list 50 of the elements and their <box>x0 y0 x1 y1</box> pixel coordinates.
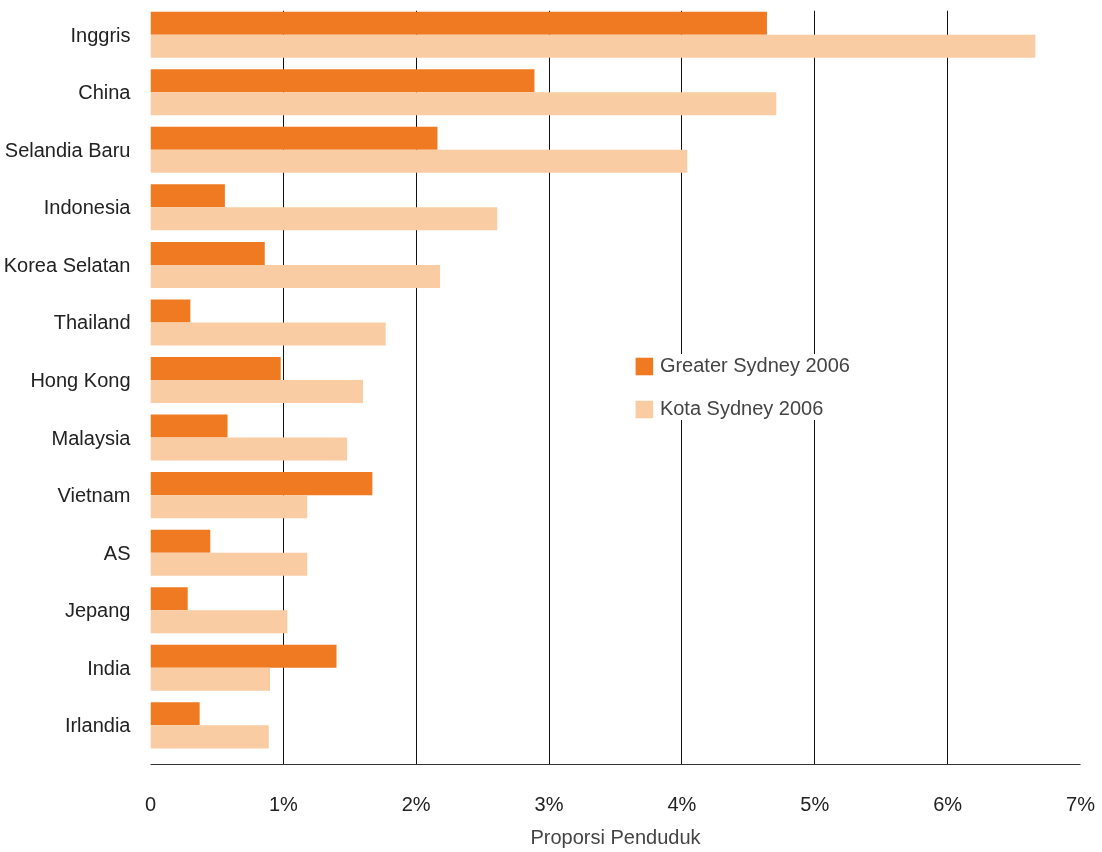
bar <box>150 356 281 381</box>
bar <box>150 69 535 93</box>
bar <box>150 149 688 173</box>
bar <box>150 34 1036 58</box>
bar <box>150 299 191 323</box>
x-tick-label: 3% <box>534 792 564 815</box>
y-tick-label: Vietnam <box>57 484 131 507</box>
bar <box>150 11 767 35</box>
x-tick-label: 5% <box>800 792 830 815</box>
x-tick-label: 4% <box>667 792 697 815</box>
bar <box>150 437 348 461</box>
legend-label: Kota Sydney 2006 <box>659 397 824 420</box>
y-tick-label: Hong Kong <box>30 369 131 392</box>
bar <box>150 380 364 404</box>
y-tick-label: India <box>87 656 132 679</box>
y-tick-label: AS <box>103 541 131 564</box>
x-tick-label: 6% <box>933 792 963 815</box>
bar <box>150 264 441 288</box>
bar <box>150 207 498 231</box>
bar <box>150 92 777 116</box>
y-tick-label: Selandia Baru <box>4 138 131 161</box>
bar <box>150 529 211 553</box>
bar <box>150 414 228 438</box>
bar <box>150 725 269 749</box>
bar <box>150 184 225 208</box>
y-tick-label: Jepang <box>64 599 131 622</box>
y-tick-label: Korea Selatan <box>3 253 131 276</box>
y-tick-label: China <box>78 81 132 104</box>
x-tick-label: 2% <box>401 792 431 815</box>
bar <box>150 610 288 634</box>
x-axis-title: Proporsi Penduduk <box>530 825 702 848</box>
y-tick-label: Irlandia <box>64 714 132 737</box>
y-tick-label: Indonesia <box>43 196 132 219</box>
legend-label: Greater Sydney 2006 <box>659 354 850 377</box>
bar <box>150 552 308 576</box>
bar <box>150 472 373 496</box>
x-tick-label: 7% <box>1066 792 1096 815</box>
x-tick-label: 1% <box>268 792 299 815</box>
y-tick-label: Inggris <box>70 23 131 46</box>
y-tick-label: Thailand <box>53 311 131 334</box>
bar <box>150 495 308 519</box>
bar <box>150 702 200 726</box>
bar <box>150 322 386 346</box>
y-tick-label: Malaysia <box>51 426 132 449</box>
bar <box>150 644 337 668</box>
x-tick-label: 0 <box>144 792 157 815</box>
bar <box>150 667 271 691</box>
bar <box>150 126 438 150</box>
bar <box>150 241 265 265</box>
bar <box>150 587 188 611</box>
